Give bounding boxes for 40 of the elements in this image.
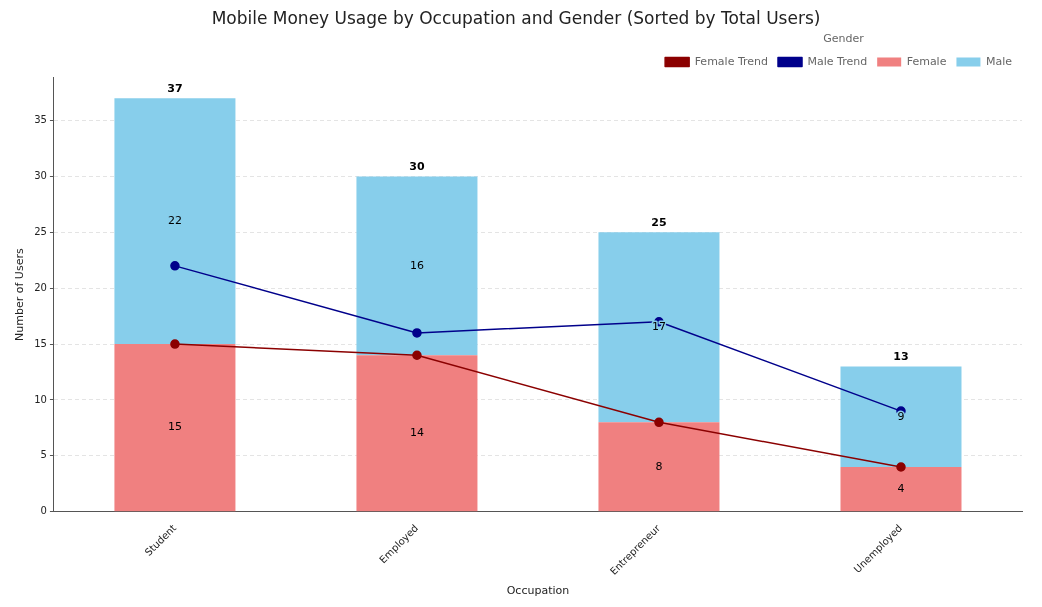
x-axis-title: Occupation	[506, 584, 570, 598]
total-label: 30	[409, 159, 425, 173]
bar	[840, 466, 962, 512]
point	[896, 462, 906, 472]
point	[412, 328, 422, 338]
total-label: 13	[893, 349, 909, 363]
legend-label: Male	[985, 54, 1013, 68]
point	[170, 339, 180, 349]
y-tick-label: 35	[34, 114, 47, 126]
data-label: 14	[409, 426, 424, 440]
point	[170, 261, 180, 271]
legend-title: Gender	[823, 31, 865, 45]
bar	[598, 232, 720, 423]
bar	[114, 98, 236, 345]
point	[412, 350, 422, 360]
y-tick-label: 5	[40, 449, 47, 461]
y-axis-title: Number of Users	[13, 248, 27, 341]
y-tick-label: 0	[40, 505, 47, 517]
legend-label: Female Trend	[694, 54, 769, 68]
point	[654, 417, 664, 428]
data-label: 4	[897, 481, 905, 495]
bar	[356, 176, 478, 356]
data-label: 8	[655, 459, 663, 473]
legend-label: Female	[906, 54, 947, 68]
data-label: 15	[167, 420, 182, 434]
y-tick-label: 25	[34, 225, 47, 237]
bar	[840, 366, 962, 467]
bar	[114, 344, 236, 512]
legend-label: Male Trend	[807, 54, 868, 68]
chart-title: Mobile Money Usage by Occupation and Gender (Sorted by Total Users)	[211, 7, 821, 28]
bar	[356, 355, 478, 512]
total-label: 37	[167, 81, 183, 95]
bar	[598, 422, 720, 512]
data-label: 22	[167, 214, 182, 228]
y-tick-label: 20	[34, 281, 47, 293]
data-label: 16	[409, 258, 424, 272]
y-tick-label: 10	[34, 393, 47, 405]
y-tick-label: 15	[34, 337, 47, 349]
y-tick-label: 30	[34, 170, 47, 182]
total-label: 25	[651, 215, 667, 229]
